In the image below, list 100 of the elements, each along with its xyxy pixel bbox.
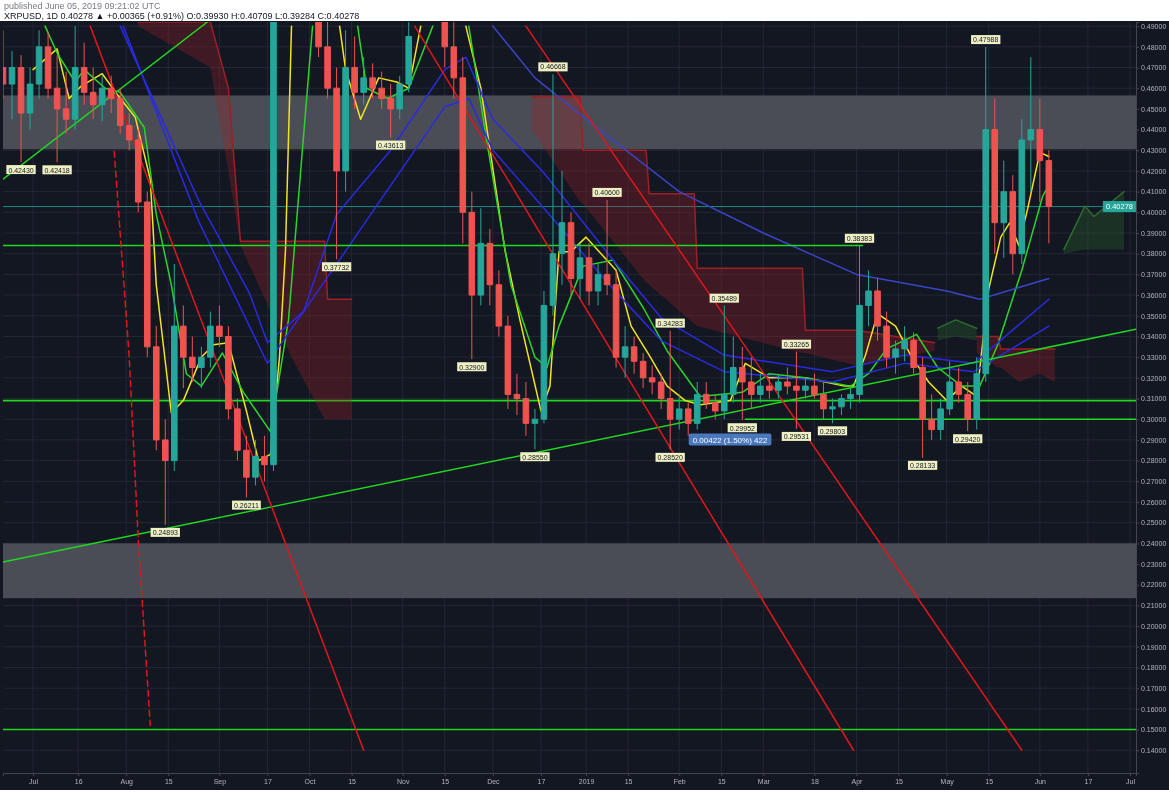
candlestick xyxy=(441,22,449,69)
candlestick xyxy=(26,67,34,131)
candlestick xyxy=(946,360,953,416)
candlestick xyxy=(829,398,836,424)
candlestick xyxy=(793,351,800,430)
candlestick xyxy=(585,242,593,306)
candlestick xyxy=(811,373,818,400)
candlestick xyxy=(964,381,971,432)
candlestick xyxy=(657,373,665,410)
candlestick xyxy=(1027,56,1035,193)
candlestick xyxy=(405,22,413,93)
annotation: 0.00422 (1.50%) 422 xyxy=(692,435,768,445)
candlestick xyxy=(919,356,926,459)
line-series xyxy=(113,150,152,727)
candlestick xyxy=(757,373,764,404)
candlestick xyxy=(116,87,124,135)
candlestick xyxy=(8,50,16,120)
candlestick xyxy=(360,56,367,106)
candlestick xyxy=(838,393,845,416)
chart-subtitle: XRPUSD, 1D 0.40278 ▲ +0.00365 (+0.91%) O:0.39930 H:0.40709 L:0.39284 C:0.40278 xyxy=(4,11,360,21)
candlestick xyxy=(333,67,340,260)
candlestick xyxy=(955,367,962,404)
candlestick xyxy=(513,373,521,416)
candlestick xyxy=(576,242,584,300)
candlestick xyxy=(504,315,512,410)
candlestick xyxy=(567,211,575,296)
candlestick xyxy=(883,311,890,368)
candlestick xyxy=(161,418,169,526)
candlestick xyxy=(324,22,331,100)
candlestick xyxy=(775,373,782,400)
candlestick xyxy=(44,31,52,100)
line-series xyxy=(492,25,1050,300)
candlestick xyxy=(901,325,908,362)
candlestick xyxy=(603,199,611,296)
candlestick xyxy=(531,408,539,450)
candlestick xyxy=(612,269,620,368)
candlestick xyxy=(125,112,133,151)
candlestick xyxy=(198,346,205,389)
candlestick xyxy=(369,62,376,100)
candlestick xyxy=(973,356,981,431)
candlestick xyxy=(89,67,97,120)
candlestick xyxy=(98,75,106,122)
candlestick xyxy=(261,435,268,482)
candlestick xyxy=(143,191,151,358)
candlestick xyxy=(243,435,250,499)
candlestick xyxy=(80,42,88,106)
candlestick xyxy=(991,98,999,255)
candlestick xyxy=(378,71,385,110)
candlestick xyxy=(892,340,899,375)
candlestick xyxy=(189,335,196,383)
candlestick xyxy=(729,335,737,404)
candlestick xyxy=(711,393,719,420)
candlestick xyxy=(53,54,61,163)
candlestick xyxy=(666,330,674,451)
candlestick xyxy=(450,22,458,100)
candlestick xyxy=(937,398,944,441)
candlestick xyxy=(234,398,241,462)
candlestick xyxy=(71,25,79,131)
candlestick xyxy=(928,393,935,441)
candlestick xyxy=(630,335,638,375)
candlestick xyxy=(820,381,827,420)
candlestick xyxy=(621,325,629,379)
candlestick xyxy=(396,75,403,120)
candlestick xyxy=(486,228,494,306)
candlestick xyxy=(62,71,70,135)
candlestick xyxy=(495,269,503,337)
candlestick xyxy=(847,387,854,410)
candlestick xyxy=(315,22,322,58)
candlestick xyxy=(351,35,358,110)
candlestick xyxy=(784,367,791,395)
candlestick xyxy=(874,278,881,342)
candlestick xyxy=(594,263,602,306)
candlestick xyxy=(342,29,349,193)
candlestick xyxy=(648,364,656,395)
candlestick xyxy=(17,54,25,163)
candlestick xyxy=(739,346,746,421)
candlestick xyxy=(1045,149,1053,244)
candlestick xyxy=(910,331,917,375)
candlestick xyxy=(693,381,701,431)
candlestick xyxy=(522,381,530,437)
chart-title: published June 05, 2019 09:21:02 UTC xyxy=(4,1,162,11)
candlestick xyxy=(766,377,773,400)
candlestick xyxy=(865,269,872,327)
candlestick xyxy=(540,290,548,424)
candlestick xyxy=(216,304,223,348)
candlestick xyxy=(748,356,755,410)
candlestick xyxy=(675,393,683,431)
candlestick xyxy=(207,311,214,368)
candlestick xyxy=(1036,98,1044,203)
candlestick xyxy=(35,29,43,100)
candlestick xyxy=(252,439,259,486)
candlestick xyxy=(107,75,115,114)
candlestick xyxy=(684,402,692,437)
candlestick xyxy=(225,325,232,420)
candlestick xyxy=(171,263,178,472)
candlestick xyxy=(639,352,647,389)
candlestick xyxy=(387,83,394,139)
candlestick xyxy=(180,304,187,389)
candlestick xyxy=(720,305,728,420)
candlestick xyxy=(1009,174,1017,275)
